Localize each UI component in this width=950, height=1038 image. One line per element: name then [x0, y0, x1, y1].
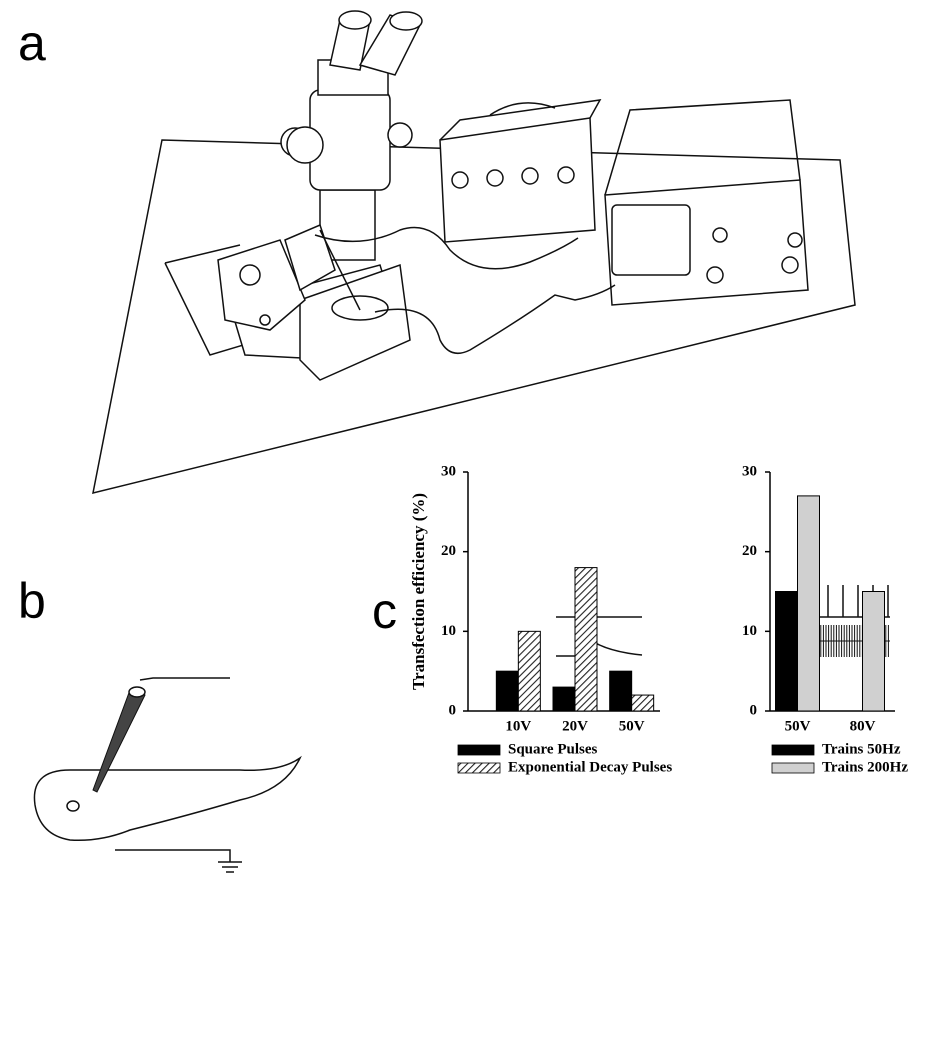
- tadpole-illustration: [34, 678, 300, 872]
- y-tick-label: 10: [742, 623, 757, 639]
- y-axis-label: Transfection efficiency (%): [409, 493, 428, 690]
- y-tick-label: 20: [441, 543, 456, 559]
- bar: [553, 687, 575, 711]
- bar: [863, 592, 885, 712]
- legend-swatch: [458, 763, 500, 773]
- panel-label: a: [18, 15, 46, 71]
- pulse-icons: [556, 585, 890, 657]
- bar: [798, 496, 820, 711]
- setup-illustration: [93, 11, 855, 493]
- bar: [496, 671, 518, 711]
- figure: a b c: [0, 0, 950, 1038]
- x-tick-label: 20V: [562, 718, 588, 734]
- x-tick-label: 80V: [850, 718, 876, 734]
- y-tick-label: 0: [750, 702, 758, 718]
- y-tick-label: 30: [742, 463, 757, 479]
- y-tick-label: 30: [441, 463, 456, 479]
- legend-label: Trains 50Hz: [822, 741, 901, 757]
- x-tick-label: 10V: [505, 718, 531, 734]
- legend-label: Trains 200Hz: [822, 759, 908, 775]
- legend-label: Square Pulses: [508, 741, 597, 757]
- y-tick-label: 10: [441, 623, 456, 639]
- x-tick-label: 50V: [619, 718, 645, 734]
- y-tick-label: 0: [449, 702, 457, 718]
- panel-label: c: [372, 583, 397, 639]
- legend-swatch: [458, 745, 500, 755]
- bar: [518, 631, 540, 711]
- bar: [632, 695, 654, 711]
- y-tick-label: 20: [742, 543, 757, 559]
- legend-swatch: [772, 763, 814, 773]
- x-tick-label: 50V: [785, 718, 811, 734]
- legend-label: Exponential Decay Pulses: [508, 759, 672, 775]
- panel-label: b: [18, 573, 46, 629]
- bar: [776, 592, 798, 712]
- bar: [575, 568, 597, 711]
- legend-swatch: [772, 745, 814, 755]
- bar: [610, 671, 632, 711]
